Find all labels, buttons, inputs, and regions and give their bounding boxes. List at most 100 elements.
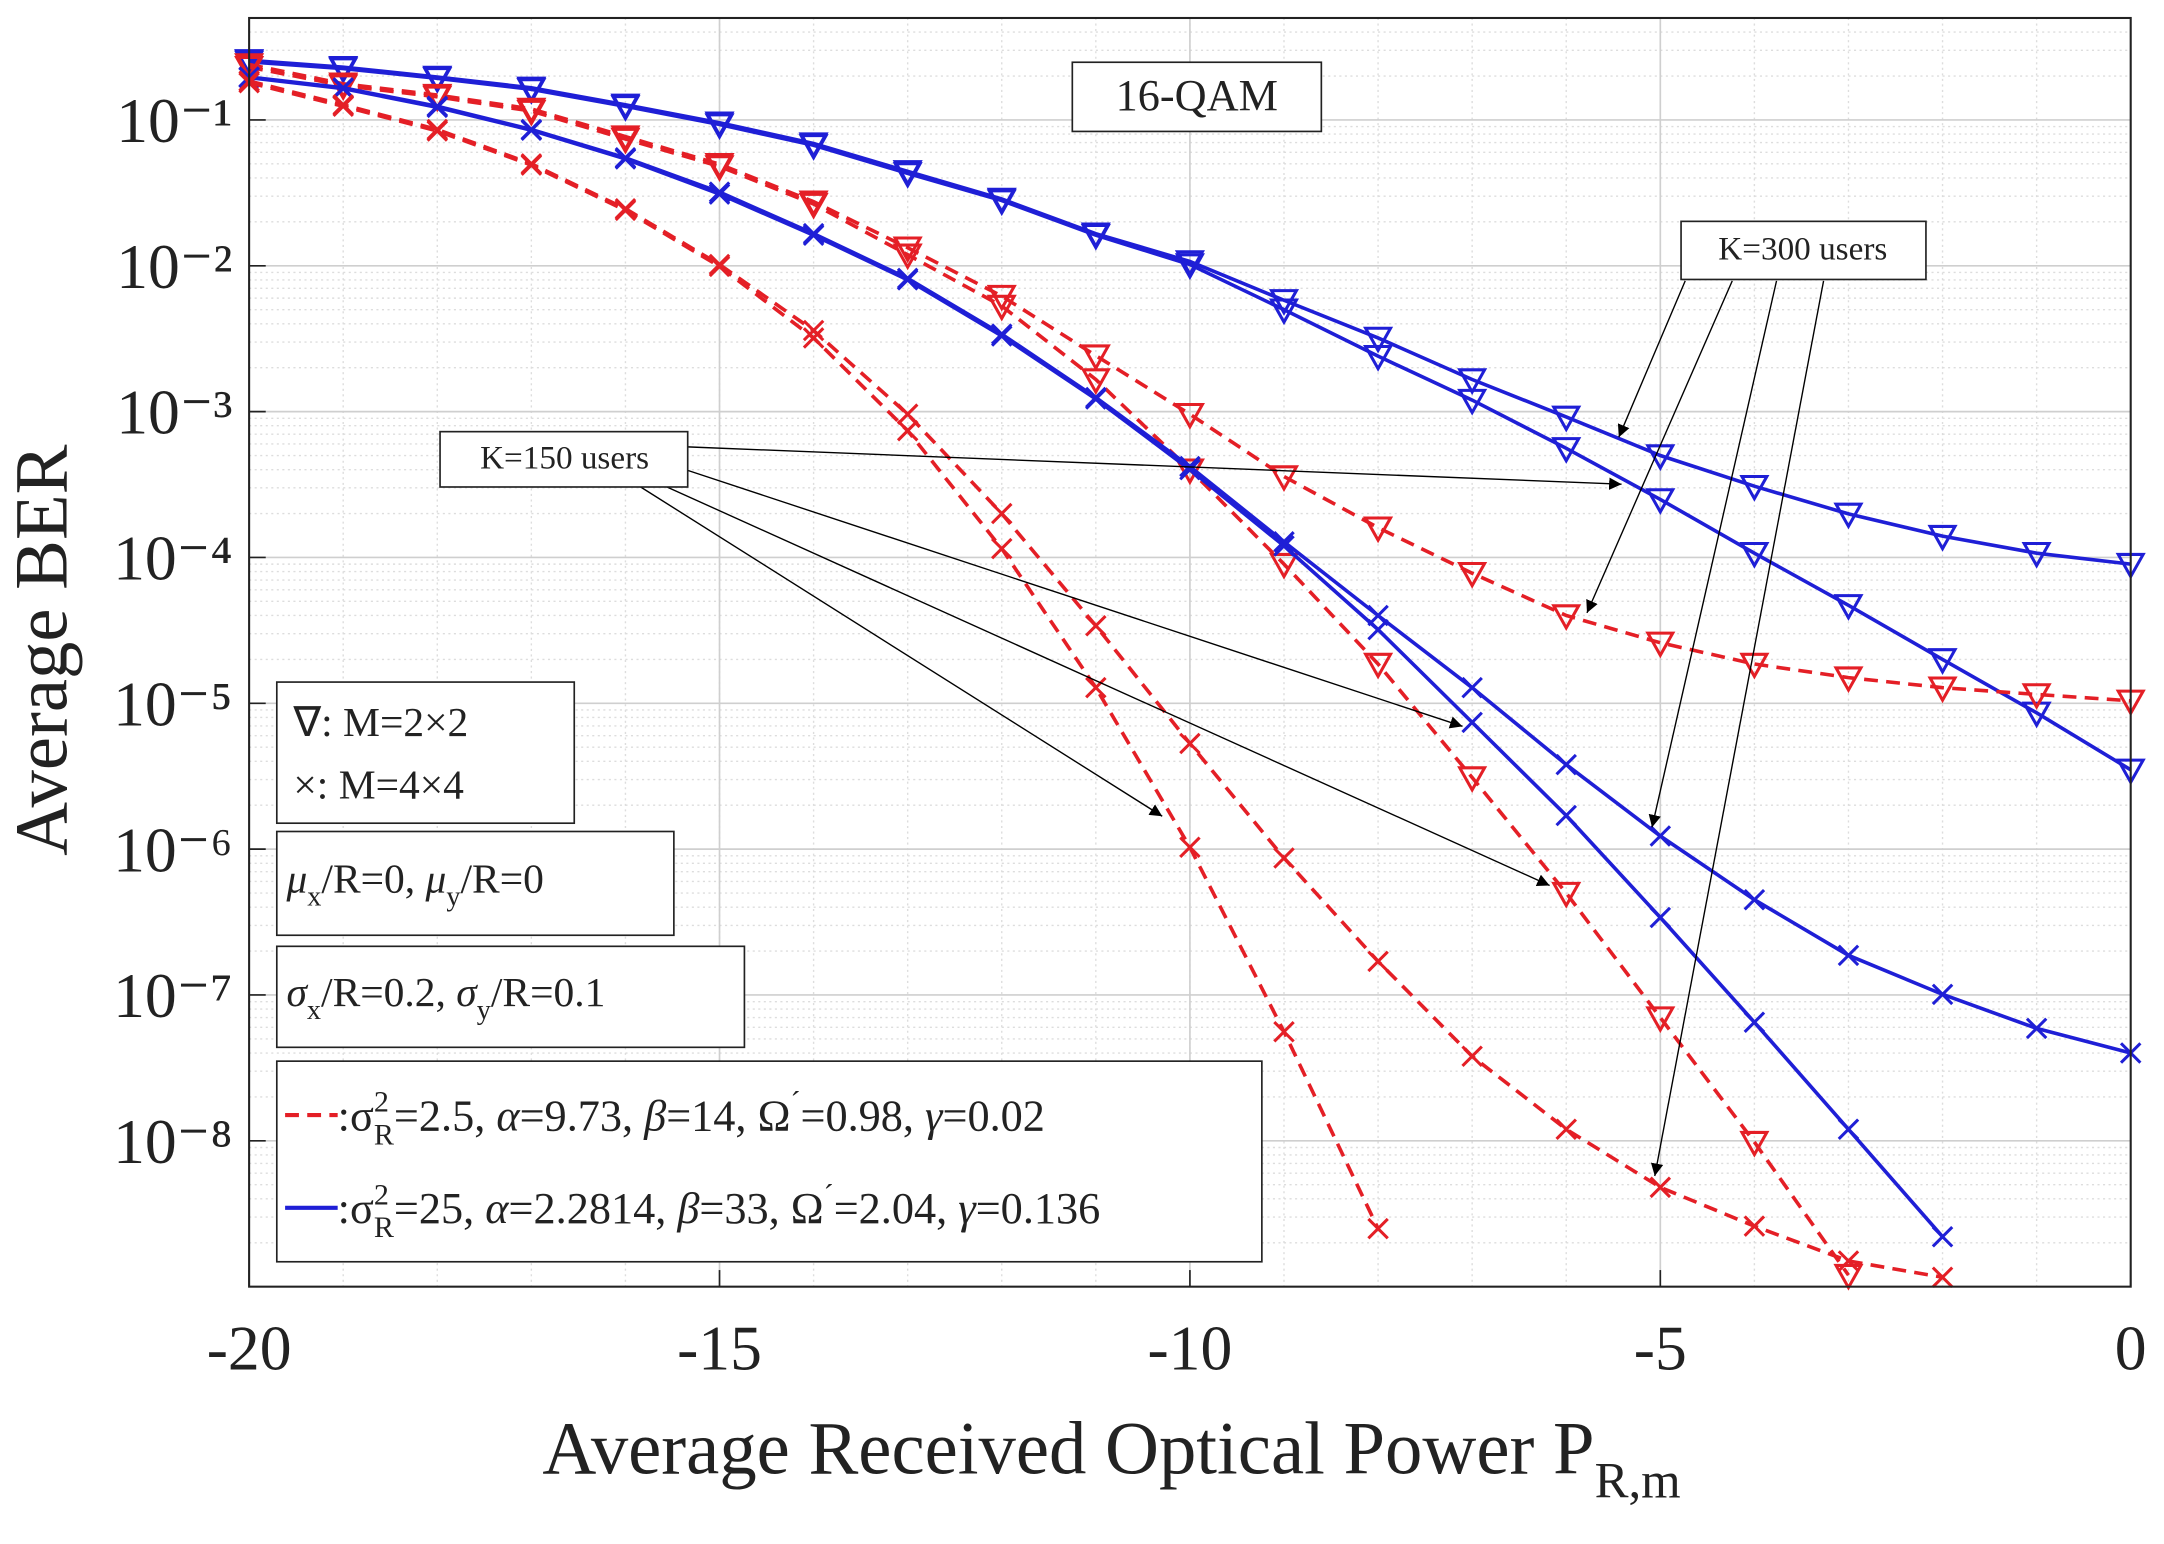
marker [1645,1006,1676,1034]
marker [1837,1118,1860,1141]
text-part: R,m [1595,1452,1681,1508]
marker [1743,1215,1766,1237]
parameter-text: μx/R=0, μy/R=0 [285,855,543,912]
marker [802,319,825,342]
marker [1555,804,1577,827]
marker [1080,344,1111,372]
x-tick-label: -20 [207,1313,292,1384]
annotation: K=150 users [480,439,649,476]
text-part: =0.02 [943,1091,1045,1140]
arrow [1617,280,1686,438]
text-part: =0.136 [976,1184,1101,1233]
marker [892,236,923,264]
marker [1085,388,1107,410]
x-tick-label: 0 [2115,1313,2147,1384]
text-part: /R=0.1 [491,969,606,1015]
marker [1551,881,1582,909]
marker [1457,766,1488,794]
marker [516,78,547,105]
marker [520,154,543,176]
text-part: γ [925,1091,944,1140]
marker [1268,465,1300,493]
x-tick-label: -5 [1634,1313,1687,1384]
marker [1837,1250,1860,1272]
marker [1179,458,1201,481]
marker [1461,1045,1483,1068]
marker [1363,326,1394,354]
marker [1555,1118,1577,1141]
marker [328,57,359,85]
marker [1268,289,1300,316]
marker [1457,561,1488,589]
marker [1833,502,1864,530]
text-part: =0.98, [801,1091,926,1140]
marker [986,294,1017,322]
text-part: 2 [374,1177,389,1211]
arrow [640,486,1163,817]
marker [614,148,637,170]
text-part: y [446,882,460,913]
marker [1739,1130,1770,1158]
marker [892,243,923,271]
text-part: ´ [790,1085,800,1119]
text-part: =9.73, [520,1091,645,1140]
text-part: γ [958,1184,977,1233]
marker [1461,676,1483,699]
marker [1273,847,1295,869]
marker [1268,552,1300,580]
text-part: /R=0, [321,855,425,901]
marker [1273,531,1295,553]
marker [1273,1020,1295,1043]
marker [516,99,547,127]
text-part: μ [425,855,447,901]
marker [426,120,449,142]
x-tick-label: -15 [677,1313,762,1384]
series-line [248,65,1850,1277]
marker [614,199,637,222]
marker [1927,676,1958,704]
text-part: 2 [374,1085,389,1119]
marker [802,327,825,349]
marker [1649,906,1672,929]
annotations: 16-QAM K=300 users K=150 users ∇: M=2×2 … [275,61,1927,1263]
marker [332,95,354,118]
marker [1739,541,1770,569]
marker [610,95,641,122]
marker [1551,437,1582,464]
marker [1649,1176,1672,1199]
marker [1461,711,1483,734]
y-tick-label: 10⁻² [116,231,232,302]
marker [1457,388,1488,416]
text-part: ´ [824,1177,834,1211]
marker [520,119,543,141]
text-part: y [477,995,491,1026]
y-axis-label: Average BER [1,444,84,856]
marker [798,134,829,161]
marker [1367,950,1389,973]
text-part: x [307,882,321,913]
marker [708,255,731,278]
arrow [666,486,1550,887]
text-part: β [676,1184,699,1233]
y-tick-label: 10⁻⁷ [113,960,232,1031]
marker [1085,676,1107,699]
marker [1174,253,1205,281]
y-tick-label: 10⁻⁵ [113,668,232,739]
marker [704,113,735,141]
marker [1833,666,1864,694]
marker [426,96,449,119]
text-part: x [307,995,321,1026]
text-part: μ [285,855,307,901]
marker [892,162,923,189]
marker [1179,836,1201,859]
text-part: =25, [394,1184,485,1233]
marker [1080,368,1111,396]
marker [1551,604,1582,632]
annotation-box [1680,220,1927,281]
legend-label: :σ2 R=25, α=2.2814, β=33, Ω´=2.04, γ=0.13… [338,1177,1101,1244]
arrow [1650,280,1825,1177]
marker [1457,368,1488,396]
text-part: =2.5, [394,1091,496,1140]
marker [798,192,829,220]
